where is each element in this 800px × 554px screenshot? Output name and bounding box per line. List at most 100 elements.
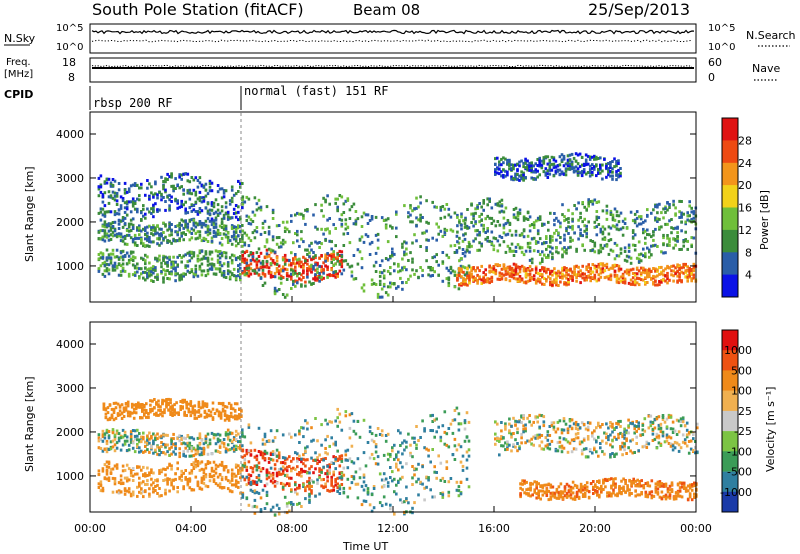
power-cell: [374, 283, 378, 286]
power-cell: [222, 191, 226, 195]
power-cell: [115, 266, 119, 270]
power-cell: [298, 257, 301, 261]
velocity-cell: [194, 475, 198, 479]
power-cell: [247, 254, 251, 258]
power-cell: [285, 274, 289, 278]
velocity-cell: [113, 479, 117, 483]
velocity-cell: [249, 466, 253, 470]
power-cell: [115, 199, 119, 203]
power-cell: [306, 259, 309, 262]
power-cell: [131, 217, 135, 221]
power-cell: [186, 222, 190, 226]
power-cell: [184, 224, 187, 228]
velocity-cell: [193, 413, 197, 417]
power-cell: [441, 251, 445, 254]
power-cell: [170, 195, 173, 199]
power-cell: [121, 219, 125, 222]
power-cell: [178, 186, 181, 190]
velocity-cell: [230, 446, 234, 450]
velocity-cell: [221, 409, 225, 413]
velocity-cell: [330, 489, 333, 493]
power-cell: [500, 277, 504, 281]
power-cell: [486, 229, 489, 233]
velocity-cell: [152, 481, 155, 485]
power-cell: [690, 217, 693, 221]
power-cell: [382, 284, 386, 288]
power-cell: [208, 267, 212, 271]
velocity-cell: [263, 435, 267, 439]
power-cell: [186, 179, 190, 183]
power-cell: [178, 277, 181, 281]
velocity-cell: [212, 433, 216, 437]
power-cell: [202, 269, 206, 273]
power-cell: [133, 243, 137, 247]
power-cell: [230, 185, 234, 189]
power-cell: [524, 274, 528, 277]
velocity-cell: [220, 463, 224, 467]
power-cell: [574, 152, 578, 156]
power-cell: [277, 224, 281, 227]
power-cell: [540, 166, 544, 170]
velocity-cell: [125, 449, 129, 452]
power-cell: [119, 206, 123, 210]
power-cell: [391, 226, 394, 230]
power-cell: [532, 177, 535, 181]
power-cell: [658, 266, 661, 270]
power-cell: [464, 216, 467, 220]
velocity-cell: [304, 497, 307, 501]
velocity-cell: [302, 483, 305, 487]
velocity-cell: [148, 437, 151, 441]
velocity-cell: [145, 415, 148, 419]
power-cell: [198, 233, 202, 237]
power-cell: [283, 260, 287, 264]
velocity-cell: [172, 437, 175, 441]
velocity-cell: [138, 438, 141, 442]
velocity-cell: [320, 478, 323, 482]
power-cell: [117, 273, 121, 277]
power-cell: [275, 262, 279, 266]
power-cell: [567, 273, 570, 277]
power-cell: [465, 271, 469, 275]
power-cell: [664, 274, 667, 278]
power-cell: [182, 272, 185, 276]
velocity-cell: [285, 469, 289, 473]
power-cell: [457, 241, 461, 245]
power-cell: [121, 267, 125, 271]
power-cell: [273, 261, 277, 265]
power-cell: [232, 193, 236, 197]
velocity-cell: [198, 432, 202, 436]
velocity-cell: [206, 462, 210, 465]
power-cell: [314, 273, 317, 277]
power-cell: [281, 293, 285, 296]
power-cell: [304, 208, 307, 212]
power-cell: [589, 239, 592, 243]
power-cell: [146, 207, 149, 211]
date-title: 25/Sep/2013: [588, 0, 690, 19]
power-cell: [490, 222, 494, 225]
power-cell: [103, 225, 107, 229]
power-cell: [290, 219, 293, 223]
power-cell: [545, 235, 548, 239]
power-cell: [506, 244, 510, 248]
power-cell: [482, 199, 485, 202]
velocity-cell: [296, 452, 299, 456]
velocity-cell: [251, 466, 255, 470]
power-cell: [344, 218, 348, 222]
power-cell: [603, 244, 607, 248]
velocity-cell: [211, 416, 215, 420]
power-cell: [680, 266, 683, 270]
power-cell: [326, 252, 329, 255]
power-cell: [456, 213, 459, 217]
velocity-cell: [338, 492, 342, 495]
power-cell: [514, 267, 518, 271]
velocity-cell: [97, 469, 101, 473]
power-cell: [514, 270, 518, 274]
power-cell: [617, 168, 620, 172]
velocity-cell: [261, 467, 265, 471]
power-cell: [548, 168, 552, 172]
power-cell: [538, 218, 542, 221]
power-cell: [664, 251, 667, 255]
power-cell: [241, 237, 244, 241]
power-cell: [121, 262, 125, 266]
power-cell: [178, 205, 181, 209]
